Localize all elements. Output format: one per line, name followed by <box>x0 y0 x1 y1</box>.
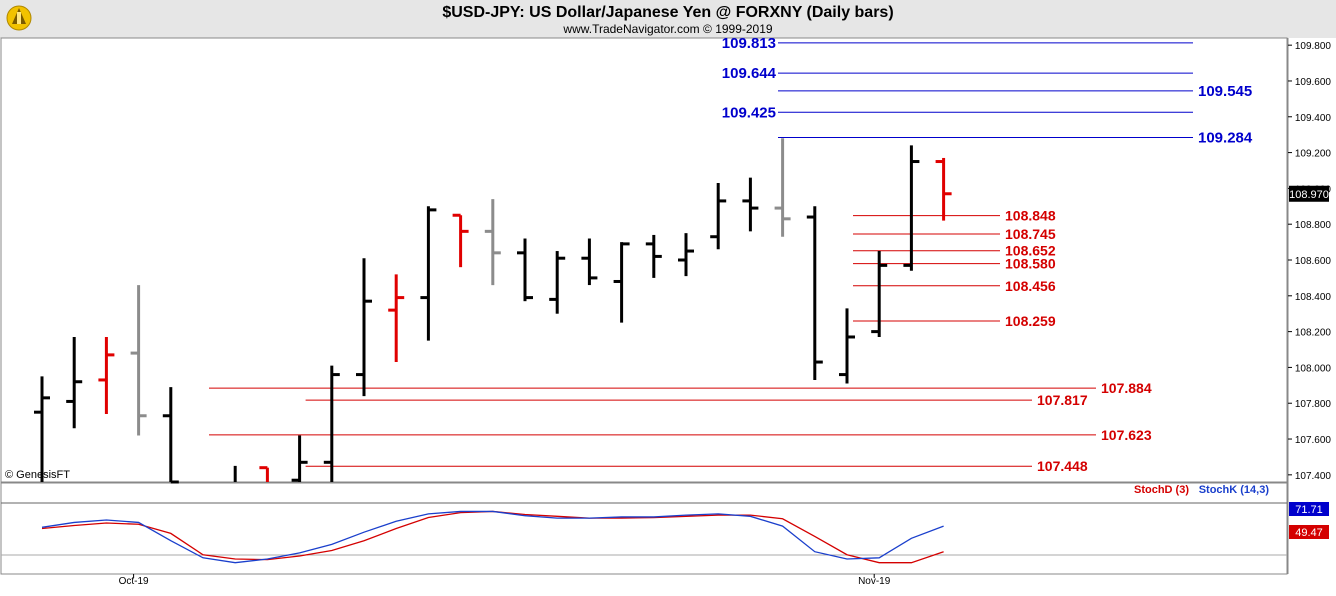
level-label: 109.284 <box>1198 130 1253 147</box>
copyright-label: © GenesisFT <box>5 469 70 481</box>
logo-icon <box>6 5 32 31</box>
ohlc-bar <box>323 365 340 482</box>
stoch-d-value: 49.47 <box>1295 527 1323 539</box>
ohlc-bar <box>678 233 694 277</box>
y-tick-label: 108.000 <box>1295 363 1332 374</box>
level-label: 107.884 <box>1101 380 1152 396</box>
price-panel <box>0 37 1288 483</box>
stoch-d-badge: 49.47 <box>1289 525 1329 539</box>
ohlc-bar <box>839 308 855 384</box>
y-tick-label: 108.400 <box>1295 292 1332 303</box>
header-background <box>0 0 1336 38</box>
price-axis <box>1288 38 1336 591</box>
stochastic-lines <box>41 510 944 564</box>
last-price-badge: 108.970 <box>1289 185 1329 202</box>
ohlc-bar <box>581 238 598 286</box>
ohlc-bar <box>98 336 115 414</box>
y-tick-label: 108.200 <box>1295 328 1332 339</box>
y-tick-label: 109.600 <box>1295 77 1332 88</box>
y-tick-label: 109.400 <box>1295 113 1332 124</box>
stochastic-panel <box>0 482 1288 575</box>
level-label: 109.813 <box>722 35 776 52</box>
y-tick-label: 109.200 <box>1295 149 1332 160</box>
level-label: 107.623 <box>1101 427 1152 443</box>
level-label: 107.448 <box>1037 458 1088 474</box>
level-label: 108.456 <box>1005 278 1056 294</box>
price-bars <box>34 138 952 484</box>
ohlc-bar <box>484 199 501 286</box>
ohlc-bar <box>871 251 888 337</box>
ohlc-bar <box>130 285 147 436</box>
level-label: 108.848 <box>1005 208 1056 224</box>
stoch-k-badge: 71.71 <box>1289 502 1329 516</box>
ohlc-bar <box>710 183 727 250</box>
ohlc-bar <box>613 242 630 323</box>
ohlc-bar <box>935 157 952 221</box>
level-lines: 109.813 109.644 109.545 109.425 109.284 108.8… <box>209 35 1253 474</box>
level-label: 109.644 <box>722 65 777 82</box>
y-tick-label: 107.800 <box>1295 399 1332 410</box>
ohlc-bar <box>645 234 662 278</box>
level-label: 109.425 <box>722 104 776 121</box>
ohlc-bar <box>452 213 469 268</box>
ohlc-bar <box>356 258 372 397</box>
ohlc-bar <box>517 238 533 302</box>
stoch-k-legend: StochK (14,3) <box>1199 484 1270 496</box>
ohlc-bar <box>549 251 566 314</box>
y-tick-label: 109.800 <box>1295 41 1332 52</box>
y-tick-label: 107.400 <box>1295 471 1332 482</box>
ohlc-bar <box>162 387 179 484</box>
ohlc-bar <box>291 435 308 482</box>
stoch-d-legend: StochD (3) <box>1134 484 1189 496</box>
stoch-k-line <box>41 510 944 564</box>
ohlc-bar <box>774 138 791 237</box>
ohlc-bar <box>34 376 50 482</box>
ohlc-bar <box>420 206 437 341</box>
ohlc-bar <box>806 206 823 380</box>
last-price-label: 108.970 <box>1289 189 1329 201</box>
level-label: 109.545 <box>1198 83 1252 100</box>
x-tick-label: Oct-19 <box>119 576 149 587</box>
level-label: 108.259 <box>1005 313 1056 329</box>
level-label: 108.580 <box>1005 256 1056 272</box>
x-axis-labels: Oct-19 Nov-19 <box>119 574 891 587</box>
x-tick-label: Nov-19 <box>858 576 891 587</box>
ohlc-bar <box>66 336 83 429</box>
y-tick-label: 108.800 <box>1295 220 1332 231</box>
chart-subtitle: www.TradeNavigator.com © 1999-2019 <box>562 22 772 36</box>
level-label: 107.817 <box>1037 392 1088 408</box>
ohlc-bar <box>742 177 759 232</box>
y-tick-label: 107.600 <box>1295 435 1332 446</box>
chart-title: $USD-JPY: US Dollar/Japanese Yen @ FORXN… <box>442 4 893 21</box>
level-label: 108.745 <box>1005 226 1056 242</box>
level-label: 108.652 <box>1005 243 1056 259</box>
ohlc-bar <box>388 274 405 363</box>
ohlc-bar <box>903 145 920 271</box>
stoch-k-value: 71.71 <box>1295 504 1323 516</box>
ohlc-bar <box>259 466 269 482</box>
y-tick-label: 108.600 <box>1295 256 1332 267</box>
